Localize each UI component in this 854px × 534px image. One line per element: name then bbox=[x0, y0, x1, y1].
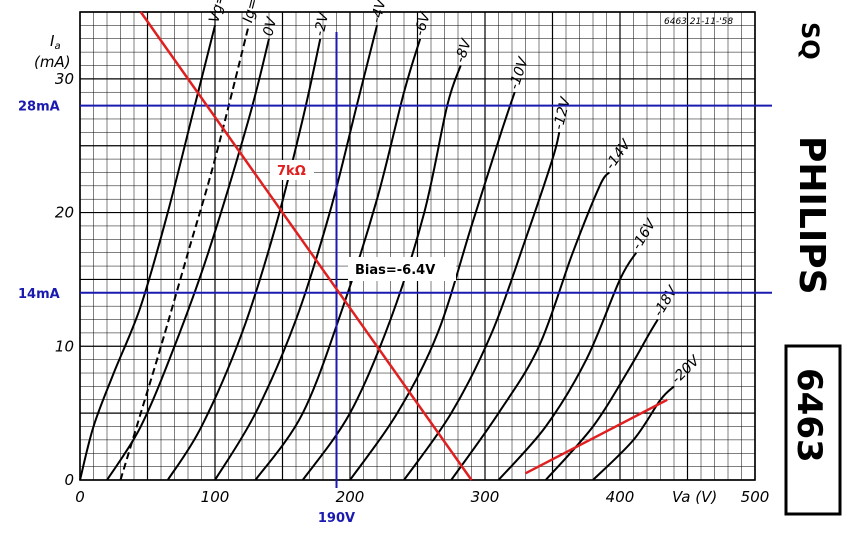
load-line-label: 7kΩ bbox=[277, 164, 306, 179]
curve-labels: Vg=+2VIg=200µA0V-2V-4V-6V-8V-10V-12V-14V… bbox=[206, 0, 704, 387]
curve--16v bbox=[497, 252, 638, 481]
y-tick-label: 0 bbox=[64, 471, 74, 489]
x-tick-label: 300 bbox=[471, 488, 500, 506]
y-tick-label: 20 bbox=[55, 204, 74, 222]
annotations: 28mA 14mA 190V 7kΩ Bias=-6.4V bbox=[18, 11, 772, 526]
brand-name: PHILIPS bbox=[791, 136, 832, 295]
load-line bbox=[139, 11, 473, 481]
chart-stamp: 6463 21-11-'58 bbox=[664, 17, 733, 27]
axis-text: 6463 21-11-'58 Va (V) Ia (mA) 0 100 200 300… bbox=[34, 17, 769, 506]
curve--2v bbox=[166, 38, 322, 481]
curve-label: -12V bbox=[551, 95, 575, 132]
x-tick-label: 400 bbox=[606, 488, 635, 506]
curve-label: -8V bbox=[452, 36, 475, 65]
x-axis-label: Va (V) bbox=[672, 488, 717, 506]
v-marker-label: 190V bbox=[318, 511, 355, 526]
curve-0v bbox=[106, 38, 270, 481]
curve-ig-200-a bbox=[119, 25, 250, 481]
curve-label: 0V bbox=[260, 15, 280, 38]
sq-mark: SQ bbox=[796, 22, 824, 60]
model-box bbox=[784, 344, 842, 516]
tangent-line bbox=[524, 398, 668, 475]
y-axis-label-line1: Ia bbox=[50, 32, 61, 52]
curve-label: -4V bbox=[368, 0, 390, 24]
y-tick-label: 30 bbox=[55, 70, 74, 88]
curve-label: -10V bbox=[506, 54, 532, 91]
x-tick-label: 0 bbox=[75, 488, 85, 506]
bias-label-bg bbox=[348, 257, 456, 281]
curve--12v bbox=[403, 132, 561, 481]
plot-frame bbox=[79, 11, 756, 481]
bias-label: Bias=-6.4V bbox=[355, 263, 435, 278]
x-tick-label: 500 bbox=[741, 488, 770, 506]
x-tick-label: 200 bbox=[336, 488, 365, 506]
curve-label: -14V bbox=[602, 136, 635, 173]
chart-grid bbox=[79, 11, 756, 481]
side-branding: SQ PHILIPS 6463 bbox=[784, 22, 842, 516]
curve--4v bbox=[214, 25, 378, 481]
curve-label: -2V bbox=[312, 10, 333, 38]
curve--10v bbox=[349, 91, 516, 481]
curve--20v bbox=[592, 385, 675, 481]
curve-label: -6V bbox=[412, 9, 435, 38]
model-number: 6463 bbox=[789, 368, 829, 463]
x-tick-label: 100 bbox=[201, 488, 230, 506]
y-tick-label: 10 bbox=[55, 337, 74, 355]
h-marker-label: 28mA bbox=[18, 100, 60, 115]
curve-label: -18V bbox=[651, 282, 682, 319]
curve--14v bbox=[450, 171, 611, 481]
load-line-label-bg bbox=[270, 160, 314, 180]
y-axis-label-line2: (mA) bbox=[34, 53, 71, 71]
h-marker-label: 14mA bbox=[18, 287, 60, 302]
